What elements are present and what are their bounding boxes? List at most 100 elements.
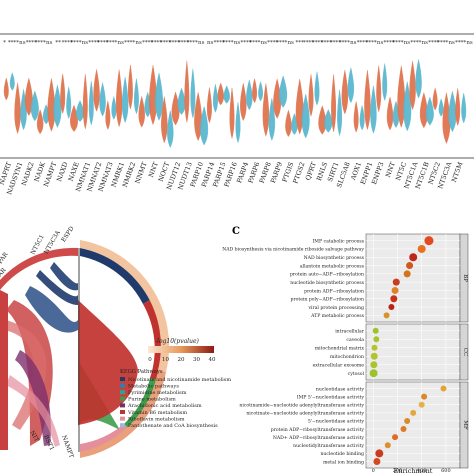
violin-tumor (229, 87, 235, 140)
pvalue-legend-title: -log10(pvalue) (155, 338, 200, 345)
go-facet-strip (459, 233, 469, 323)
kegg-legend-swatch (120, 383, 125, 388)
violin-normal (246, 79, 253, 111)
go-term-label: NAD biosynthesis via nicotinamide ribosi… (222, 247, 364, 253)
go-term-dot (373, 458, 381, 466)
significance-label: **** (240, 40, 251, 46)
significance-label: **** (384, 40, 395, 46)
chord-gene-label: PAR (0, 266, 8, 280)
violin-tumor (24, 77, 33, 116)
go-dot-plot: BP IMP catabolic process NAD biosynthesis … (222, 233, 469, 474)
go-term-label: protein ADP−ribosyltransferase activity (271, 427, 365, 433)
violin-normal (30, 90, 39, 122)
go-term-label: protein auto−ADP−ribosylation (290, 272, 364, 278)
x-tick-label: 0 (372, 468, 375, 474)
go-term-label: NAD biosynthetic process (304, 255, 365, 261)
violin-tumor (194, 92, 203, 142)
violin-normal (190, 68, 196, 119)
significance-label: **** (392, 40, 403, 46)
significance-label: **** (187, 40, 198, 46)
violin-tumor (409, 61, 416, 111)
violin-tumor (341, 69, 349, 115)
violin-tumor (127, 64, 133, 110)
kegg-legend-label: Arachidonic acid metabolism (127, 403, 202, 409)
go-term-label: extracellular exosome (313, 363, 365, 369)
go-facet-strip (459, 323, 469, 381)
chord-ribbon (25, 286, 78, 333)
go-term-label: viral protein processing (307, 305, 364, 311)
kegg-legend-title: KEGG Pathways (120, 369, 163, 375)
go-term-label: mitochondrial matrix (315, 346, 365, 352)
kegg-legend-label: Purine metabolism (128, 397, 176, 403)
pvalue-legend-tick: 0 (148, 357, 152, 363)
go-term-dot (392, 434, 399, 441)
go-term-dot (370, 361, 378, 369)
violin-tumor (364, 70, 371, 131)
go-term-dot (409, 253, 418, 262)
kegg-legend-swatch (120, 403, 125, 408)
significance-label: **** (330, 40, 341, 46)
chord-ribbon (50, 262, 78, 291)
go-term-label: allantoin metabolic process (300, 263, 365, 269)
significance-label: ns (422, 40, 429, 46)
go-term-dot (392, 278, 400, 286)
go-term-dot (400, 426, 407, 433)
significance-label: ns (118, 40, 125, 46)
significance-label: **** (71, 40, 82, 46)
heat-ring (80, 370, 166, 458)
gene-ring-arc (0, 290, 8, 450)
significance-label: **** (88, 40, 99, 46)
go-term-label: nicotinate−nucleotide adenylyltransferas… (246, 411, 364, 417)
violin-tumor (115, 69, 123, 128)
go-term-dot (371, 344, 378, 351)
violin-tumor (138, 95, 145, 128)
significance-label: **** (106, 40, 117, 46)
significance-label: **** (169, 40, 180, 46)
violin-normal (212, 84, 218, 113)
violin-normal (258, 81, 264, 102)
violin-tumor (36, 108, 44, 135)
kegg-legend-label: Pantothenate and CoA biosynthesis (128, 423, 218, 429)
violin-normal (111, 95, 117, 120)
significance-label: *** (295, 40, 304, 46)
go-term-label: nucleotide binding (320, 451, 364, 457)
pathway-ring-arc (80, 248, 150, 304)
violin-normal (461, 92, 467, 124)
pvalue-legend-tick: 20 (178, 357, 185, 363)
significance-label: **** (97, 40, 108, 46)
violin-normal (235, 102, 241, 144)
significance-label: **** (8, 40, 19, 46)
kegg-legend: KEGG Pathways Nicotinate and nicotinamid… (120, 369, 231, 429)
panel-c-go-enrichment: C BP IMP catabolic process NAD biosynthesi… (222, 226, 469, 474)
violin-normal (370, 85, 377, 134)
violin-normal (88, 80, 94, 126)
significance-label: **** (437, 40, 448, 46)
go-term-label: ATP metabolic process (310, 313, 365, 319)
go-facet-strip (459, 381, 469, 469)
violin-tumor (397, 65, 406, 128)
violin-normal (9, 72, 15, 91)
significance-label: * (3, 40, 6, 46)
violin-tumor (353, 101, 359, 133)
violin-normal (66, 86, 72, 120)
chord-gene-label: NAMPT (60, 434, 75, 459)
significance-label: ns (207, 40, 214, 46)
significance-label: **** (267, 40, 278, 46)
significance-label: **** (249, 40, 260, 46)
significance-label: ns (261, 40, 268, 46)
significance-label: ns (350, 40, 357, 46)
go-term-dot (391, 286, 399, 294)
significance-label: **** (321, 40, 332, 46)
go-term-label: NAD+ ADP−ribosyltransferase activity (273, 435, 365, 441)
go-term-dot (403, 270, 411, 278)
go-term-dot (370, 352, 378, 360)
go-term-label: IMP catabolic process (312, 238, 364, 244)
violin-tumor (376, 65, 382, 113)
violin-tumor (386, 96, 394, 131)
x-tick-label: 200 (393, 468, 403, 474)
go-term-dot (375, 449, 384, 458)
significance-label: **** (35, 40, 46, 46)
go-term-dot (390, 295, 398, 303)
go-term-dot (383, 312, 390, 319)
